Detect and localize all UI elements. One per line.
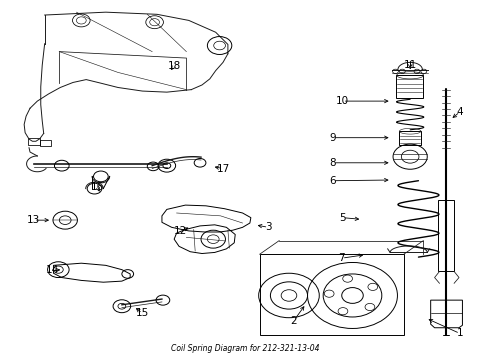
Text: 14: 14	[46, 265, 59, 275]
Text: 9: 9	[330, 133, 336, 143]
Text: 3: 3	[265, 222, 272, 232]
Text: 4: 4	[457, 107, 464, 117]
Text: 10: 10	[336, 96, 349, 106]
Text: 5: 5	[340, 213, 346, 222]
Text: 7: 7	[339, 253, 345, 263]
Bar	[260, 254, 404, 335]
Text: 2: 2	[291, 316, 297, 325]
Text: 6: 6	[330, 176, 336, 186]
Bar	[396, 75, 423, 98]
Text: 18: 18	[168, 61, 181, 71]
Bar	[27, 138, 40, 145]
Bar	[439, 200, 454, 271]
Text: 1: 1	[457, 328, 464, 338]
Text: 13: 13	[27, 215, 41, 225]
Text: Coil Spring Diagram for 212-321-13-04: Coil Spring Diagram for 212-321-13-04	[171, 344, 319, 353]
Text: 16: 16	[91, 182, 104, 192]
Text: 11: 11	[404, 60, 417, 70]
Bar	[40, 140, 50, 146]
Text: 15: 15	[136, 309, 149, 318]
Text: 17: 17	[217, 163, 230, 174]
Text: 8: 8	[330, 158, 336, 168]
Text: 12: 12	[174, 226, 187, 236]
Bar	[399, 131, 421, 145]
